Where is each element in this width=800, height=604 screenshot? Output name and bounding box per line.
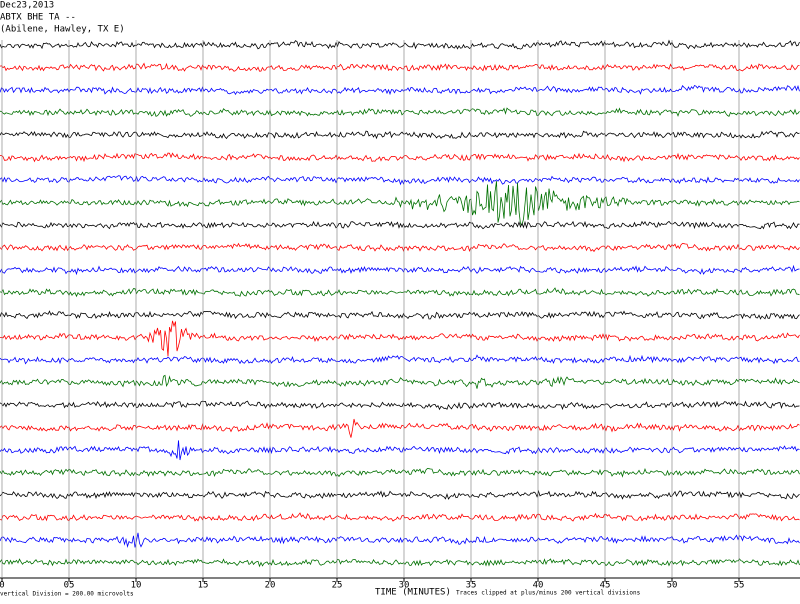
trace [0, 310, 800, 320]
x-tick-label: 50 [667, 581, 678, 591]
trace [0, 558, 800, 568]
trace [0, 152, 800, 163]
trace [0, 220, 800, 230]
x-tick-label: 25 [332, 581, 343, 591]
trace [0, 39, 800, 50]
trace [0, 107, 800, 117]
x-tick-label: 40 [533, 581, 544, 591]
trace [0, 354, 800, 365]
trace [0, 242, 800, 253]
trace [0, 130, 800, 140]
x-tick-label: 0 [0, 581, 5, 591]
clip-note: Traces clipped at plus/minus 200 vertica… [456, 590, 641, 597]
title-line: ABTX BHE TA -- [0, 13, 76, 23]
trace [0, 287, 800, 298]
scale-note: vertical Division = 200.00 microvolts [0, 591, 134, 598]
trace [0, 418, 800, 438]
title-line: Dec23,2013 [0, 1, 54, 11]
title-line: (Abilene, Hawley, TX E) [0, 25, 125, 35]
trace [0, 175, 800, 186]
trace [0, 512, 800, 522]
x-axis-label: TIME (MINUTES) [375, 588, 451, 598]
trace [0, 532, 800, 548]
x-tick-label: 35 [466, 581, 477, 591]
trace [0, 84, 800, 96]
x-tick-label: 45 [600, 581, 611, 591]
x-tick-label: 15 [198, 581, 209, 591]
trace [0, 467, 800, 478]
trace [0, 400, 800, 411]
x-tick-label: 10 [131, 581, 142, 591]
x-tick-label: 20 [265, 581, 276, 591]
x-tick-label: 05 [64, 581, 75, 591]
trace [0, 181, 800, 226]
x-tick-label: 55 [734, 581, 745, 591]
traces [0, 39, 800, 568]
trace [0, 489, 800, 500]
x-tick-label: 30 [399, 581, 410, 591]
trace [0, 374, 800, 389]
trace [0, 62, 800, 72]
trace [0, 264, 800, 276]
trace [0, 320, 800, 357]
trace [0, 440, 800, 461]
